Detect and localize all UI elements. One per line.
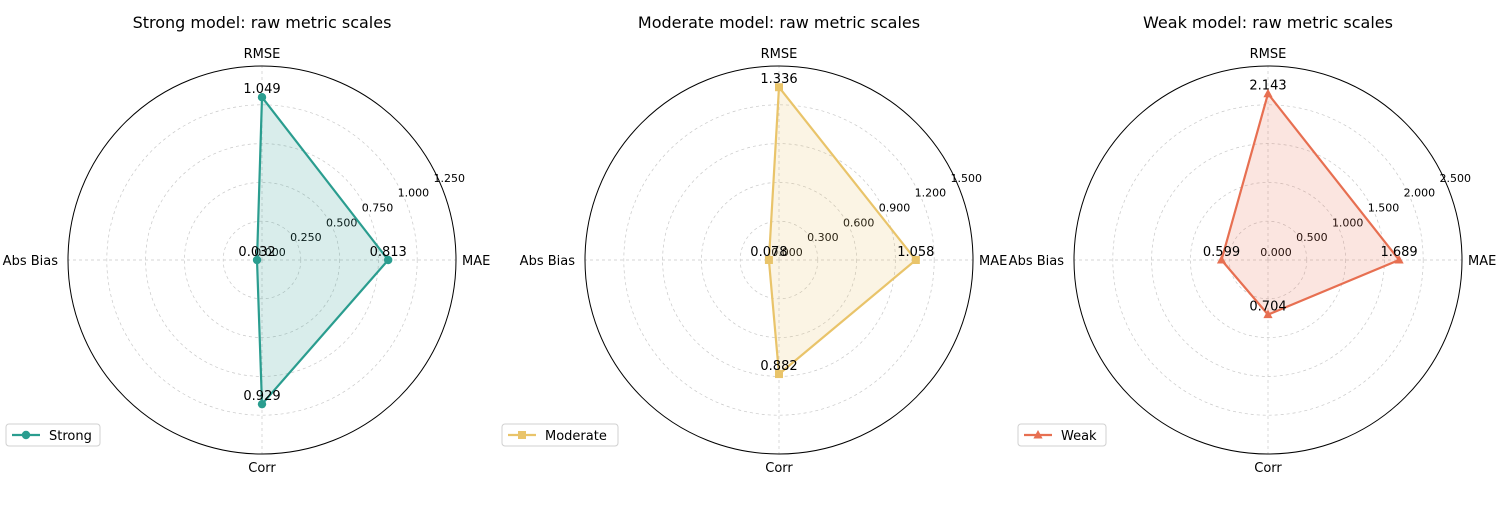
- data-point-abs-bias: [252, 255, 262, 265]
- axis-label-mae: MAE: [979, 254, 1007, 269]
- axis-label-abs-bias: Abs Bias: [520, 254, 576, 269]
- data-point-rmse: [775, 83, 783, 92]
- axis-label-abs-bias: Abs Bias: [3, 254, 59, 269]
- axis-label-corr: Corr: [1254, 461, 1282, 476]
- legend-box: [501, 423, 619, 447]
- legend: Strong: [5, 423, 101, 447]
- data-label: 0.032: [238, 245, 275, 260]
- radial-tick-label: 0.000: [1260, 246, 1292, 259]
- radial-tick-label: 0.500: [326, 216, 358, 229]
- data-label: 0.929: [243, 389, 280, 404]
- radial-tick-label: 1.500: [950, 172, 982, 185]
- panel-title: Moderate model: raw metric scales: [638, 13, 920, 32]
- axis-label-rmse: RMSE: [761, 47, 798, 62]
- legend: Moderate: [501, 423, 619, 447]
- data-label: 1.058: [897, 245, 934, 260]
- data-label: 1.049: [243, 82, 280, 97]
- radial-tick-label: 0.500: [1296, 231, 1328, 244]
- radial-tick-label: 0.750: [362, 201, 394, 214]
- data-label: 0.078: [750, 245, 787, 260]
- polar-frame: [67, 65, 457, 455]
- series-area: [257, 97, 389, 405]
- data-point-rmse: [1263, 88, 1273, 98]
- radial-tick-label: 2.500: [1439, 172, 1471, 185]
- data-label: 2.143: [1249, 79, 1286, 94]
- legend-label: Moderate: [545, 429, 607, 444]
- data-point-corr: [775, 370, 783, 379]
- legend-label: Strong: [49, 429, 92, 444]
- grid-circle: [1190, 182, 1346, 338]
- data-point-rmse: [257, 92, 267, 102]
- axis-label-rmse: RMSE: [1250, 47, 1287, 62]
- axis-label-abs-bias: Abs Bias: [1009, 254, 1065, 269]
- legend-marker: [21, 430, 31, 440]
- data-point-corr: [1263, 309, 1273, 319]
- data-point-mae: [383, 255, 393, 265]
- data-point-mae: [911, 256, 920, 264]
- radial-tick-label: 1.250: [433, 172, 465, 185]
- series-area: [768, 87, 916, 375]
- radial-tick-label: 2.000: [1404, 187, 1436, 200]
- radial-tick-label: 0.600: [843, 216, 875, 229]
- data-label: 0.882: [760, 359, 797, 374]
- radial-tick-label: 0.300: [807, 231, 839, 244]
- data-point-abs-bias: [1216, 255, 1227, 264]
- data-label: 0.704: [1249, 300, 1286, 315]
- radar-panel-2: Moderate model: raw metric scales0.0000.…: [501, 13, 1007, 476]
- polar-frame: [584, 65, 974, 455]
- axis-label-mae: MAE: [462, 254, 490, 269]
- legend-box: [5, 423, 101, 447]
- data-point-corr: [257, 399, 267, 409]
- grid-circle: [1112, 104, 1424, 416]
- data-point-mae: [1394, 255, 1404, 264]
- radial-tick-label: 0.900: [879, 201, 911, 214]
- data-label: 0.599: [1203, 245, 1240, 260]
- axis-label-mae: MAE: [1468, 254, 1496, 269]
- axis-label-corr: Corr: [248, 461, 276, 476]
- data-label: 1.689: [1380, 245, 1417, 260]
- panel-title: Weak model: raw metric scales: [1143, 13, 1393, 32]
- data-label: 1.336: [760, 72, 797, 87]
- legend-marker: [1033, 430, 1043, 439]
- grid-circle: [623, 104, 935, 416]
- radial-tick-label: 0.000: [254, 246, 286, 259]
- data-point-abs-bias: [764, 256, 773, 264]
- panel-title: Strong model: raw metric scales: [133, 13, 392, 32]
- grid-circle: [184, 182, 340, 338]
- series-area: [1221, 93, 1400, 315]
- grid-circle: [701, 182, 857, 338]
- legend: Weak: [1017, 423, 1107, 447]
- radial-tick-label: 0.250: [290, 231, 322, 244]
- radial-tick-label: 1.200: [915, 187, 947, 200]
- grid-circle: [106, 104, 418, 416]
- legend-label: Weak: [1061, 429, 1097, 444]
- axis-label-corr: Corr: [765, 461, 793, 476]
- polar-frame: [1073, 65, 1463, 455]
- legend-box: [1017, 423, 1107, 447]
- legend-marker: [518, 431, 526, 439]
- radial-tick-label: 1.500: [1368, 201, 1400, 214]
- radial-tick-label: 0.000: [771, 246, 803, 259]
- radar-panel-3: Weak model: raw metric scales 0.000 0.500 1…: [1009, 13, 1497, 476]
- axis-label-rmse: RMSE: [244, 47, 281, 62]
- radial-tick-label: 1.000: [398, 187, 430, 200]
- radial-tick-label: 1.000: [1332, 216, 1364, 229]
- data-label: 0.813: [370, 245, 407, 260]
- radar-panel-1: Strong model: raw metric scales 0.000 0.25…: [3, 13, 491, 476]
